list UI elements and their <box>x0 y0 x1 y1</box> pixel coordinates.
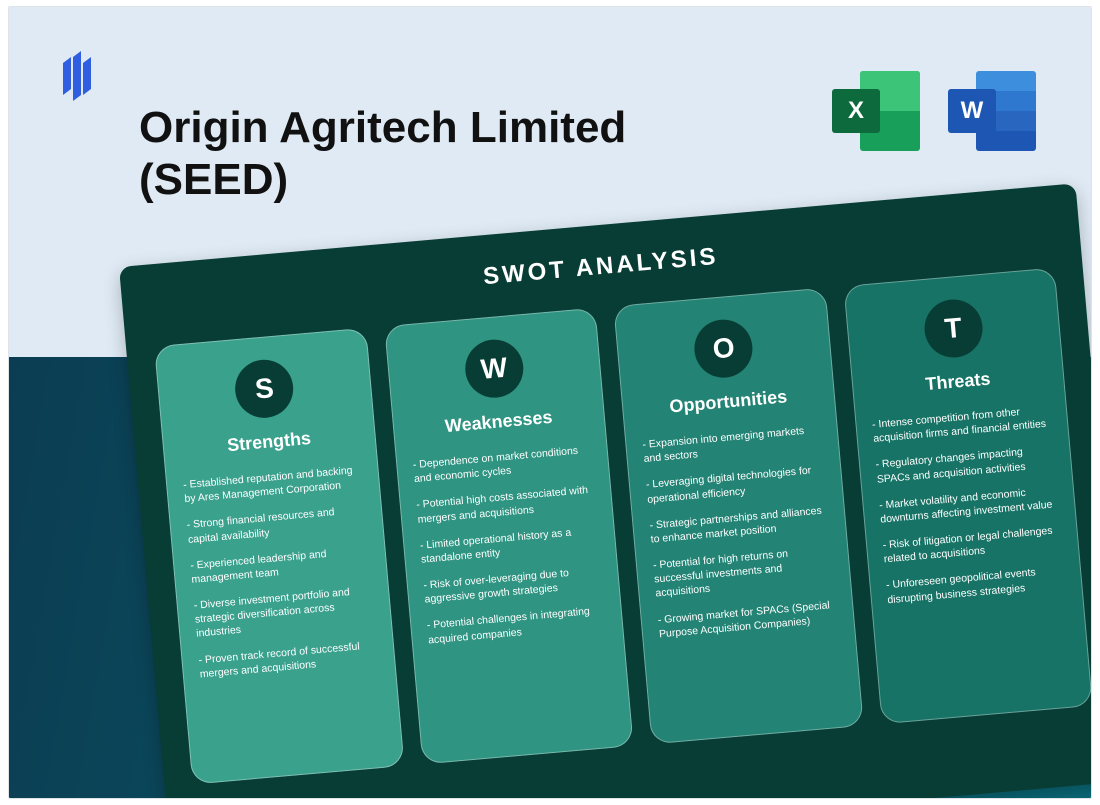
page-title: Origin Agritech Limited (SEED) <box>139 102 626 206</box>
swot-board-wrap: SWOT ANALYSIS SStrengthsEstablished repu… <box>119 183 1092 799</box>
swot-item: Regulatory changes impacting SPACs and a… <box>875 443 1055 487</box>
excel-icon[interactable]: X <box>832 67 920 155</box>
swot-item: Limited operational history as a standal… <box>419 523 599 567</box>
swot-letter-circle: W <box>463 337 526 400</box>
swot-letter-circle: S <box>233 357 296 420</box>
swot-item: Dependence on market conditions and econ… <box>412 443 592 487</box>
swot-item: Risk of over-leveraging due to aggressiv… <box>423 563 603 607</box>
export-icons: X W <box>832 67 1036 155</box>
swot-column: T ThreatsIntense competition from other a… <box>843 267 1092 724</box>
swot-item: Growing market for SPACs (Special Purpos… <box>657 597 837 641</box>
swot-column-title: Opportunities <box>639 384 819 420</box>
title-line-2: (SEED) <box>139 155 288 204</box>
swot-columns: S StrengthsEstablished reputation and bac… <box>154 267 1092 784</box>
swot-item: Established reputation and backing by Ar… <box>183 463 363 507</box>
swot-item: Expansion into emerging markets and sect… <box>642 423 822 467</box>
swot-item: Potential for high returns on successful… <box>652 543 834 601</box>
content-frame: Origin Agritech Limited (SEED) X W <box>8 6 1092 799</box>
swot-item-list: Dependence on market conditions and econ… <box>412 443 606 648</box>
swot-item: Market volatility and economic downturns… <box>879 483 1059 527</box>
swot-item: Diverse investment portfolio and strateg… <box>193 583 375 641</box>
swot-item: Risk of litigation or legal challenges r… <box>882 523 1062 567</box>
brand-logo-icon <box>59 49 95 108</box>
swot-board: SWOT ANALYSIS SStrengthsEstablished repu… <box>119 183 1092 799</box>
swot-item: Leveraging digital technologies for oper… <box>645 463 825 507</box>
swot-item-list: Expansion into emerging markets and sect… <box>642 423 838 642</box>
word-letter: W <box>961 97 984 125</box>
title-line-1: Origin Agritech Limited <box>139 103 626 152</box>
swot-item-list: Established reputation and backing by Ar… <box>183 463 379 682</box>
page-canvas: Origin Agritech Limited (SEED) X W <box>0 0 1100 805</box>
word-row <box>976 71 1036 91</box>
swot-column-title: Strengths <box>179 424 359 460</box>
excel-letter: X <box>848 97 864 125</box>
swot-letter-circle: O <box>692 317 755 380</box>
swot-column: W WeaknessesDependence on market conditio… <box>384 308 634 765</box>
swot-item: Strategic partnerships and alliances to … <box>649 503 829 547</box>
swot-column-title: Threats <box>868 364 1048 400</box>
swot-item: Unforeseen geopolitical events disruptin… <box>886 563 1066 607</box>
swot-column: O OpportunitiesExpansion into emerging ma… <box>613 288 863 745</box>
swot-letter-circle: T <box>922 297 985 360</box>
swot-item: Proven track record of successful merger… <box>198 638 378 682</box>
swot-column-title: Weaknesses <box>409 404 589 440</box>
excel-badge: X <box>832 89 880 133</box>
swot-item: Potential high costs associated with mer… <box>416 483 596 527</box>
swot-column: S StrengthsEstablished reputation and bac… <box>154 328 404 785</box>
word-row <box>976 131 1036 151</box>
swot-item: Intense competition from other acquisiti… <box>872 402 1052 446</box>
word-badge: W <box>948 89 996 133</box>
word-icon[interactable]: W <box>948 67 1036 155</box>
swot-item: Strong financial resources and capital a… <box>186 503 366 547</box>
swot-item: Potential challenges in integrating acqu… <box>426 603 606 647</box>
swot-item: Experienced leadership and management te… <box>190 543 370 587</box>
swot-item-list: Intense competition from other acquisiti… <box>872 402 1066 607</box>
